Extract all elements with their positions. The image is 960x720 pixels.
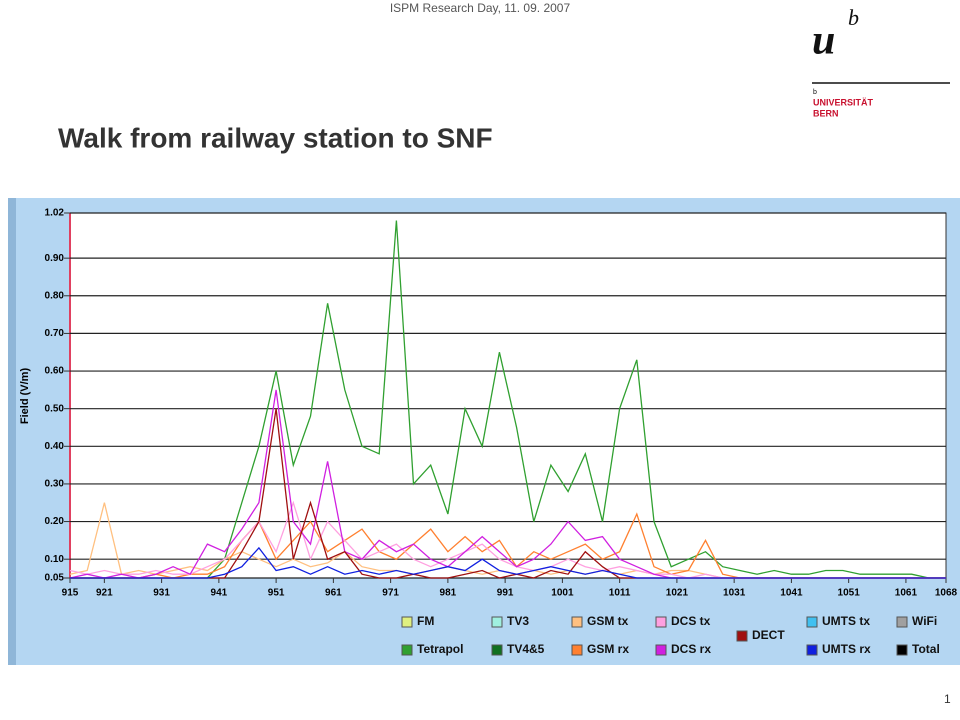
y-axis-label: Field (V/m) <box>19 368 31 425</box>
x-tick-label: 941 <box>211 588 228 599</box>
x-tick-label: 921 <box>96 588 113 599</box>
x-tick-label: 931 <box>153 588 170 599</box>
page-number: 1 <box>944 692 951 706</box>
y-tick-label: 0.90 <box>45 253 65 264</box>
x-tick-label: 915 <box>62 588 79 599</box>
legend-label: UMTS rx <box>822 642 871 656</box>
legend-label: GSM tx <box>587 614 629 628</box>
legend-label: Total <box>912 642 940 656</box>
x-tick-label: 971 <box>382 588 399 599</box>
legend-swatch <box>491 616 503 628</box>
x-tick-label: 951 <box>268 588 285 599</box>
x-tick-label: 1068 <box>935 588 958 599</box>
x-tick-label: 1061 <box>895 588 918 599</box>
plot-area <box>69 212 947 579</box>
y-tick-label: 0.70 <box>45 328 65 339</box>
x-tick-label: 981 <box>440 588 457 599</box>
slide-title: Walk from railway station to SNF <box>58 122 493 153</box>
logo-line: BERN <box>813 108 839 118</box>
y-tick-label: 0.10 <box>45 554 65 565</box>
legend-swatch <box>571 616 583 628</box>
x-tick-label: 1051 <box>838 588 861 599</box>
series-line <box>70 220 946 579</box>
legend-label: GSM rx <box>587 642 629 656</box>
legend-swatch <box>401 644 413 656</box>
legend-label: Tetrapol <box>417 642 463 656</box>
legend-swatch <box>491 644 503 656</box>
series-line <box>70 546 946 579</box>
legend-swatch <box>806 616 818 628</box>
y-tick-label: 0.50 <box>45 403 65 414</box>
header-text: ISPM Research Day, 11. 09. 2007 <box>390 1 571 15</box>
legend-label: TV4&5 <box>507 642 545 656</box>
legend-swatch <box>401 616 413 628</box>
legend-swatch <box>736 630 748 642</box>
x-tick-label: 1011 <box>609 588 631 599</box>
y-tick-label: 0.40 <box>45 441 65 452</box>
x-tick-label: 991 <box>497 588 514 599</box>
logo-small-b: b <box>813 89 817 96</box>
y-tick-label: 0.60 <box>45 366 65 377</box>
legend-label: DECT <box>752 628 785 642</box>
y-tick-label: 0.20 <box>45 516 65 527</box>
legend-swatch <box>571 644 583 656</box>
legend-label: DCS tx <box>671 614 711 628</box>
x-tick-label: 1001 <box>551 588 574 599</box>
y-tick-label: 1.02 <box>45 208 65 219</box>
logo-u: u <box>812 18 835 64</box>
legend-label: FM <box>417 614 434 628</box>
legend-label: UMTS tx <box>822 614 870 628</box>
legend-swatch <box>806 644 818 656</box>
legend-swatch <box>896 644 908 656</box>
legend-label: WiFi <box>912 614 937 628</box>
legend-label: DCS rx <box>671 642 711 656</box>
x-tick-label: 1041 <box>780 588 803 599</box>
x-tick-label: 961 <box>325 588 342 599</box>
legend-swatch <box>655 616 667 628</box>
logo-line: UNIVERSITÄT <box>813 97 874 107</box>
logo-b: b <box>848 5 859 30</box>
panel-edge <box>8 198 16 665</box>
y-tick-label: 0.30 <box>45 479 65 490</box>
y-tick-label: 0.80 <box>45 290 65 301</box>
y-tick-label: 0.05 <box>45 573 65 584</box>
legend-swatch <box>896 616 908 628</box>
legend-label: TV3 <box>507 614 529 628</box>
legend-swatch <box>655 644 667 656</box>
x-tick-label: 1021 <box>666 588 689 599</box>
x-tick-label: 1031 <box>723 588 746 599</box>
